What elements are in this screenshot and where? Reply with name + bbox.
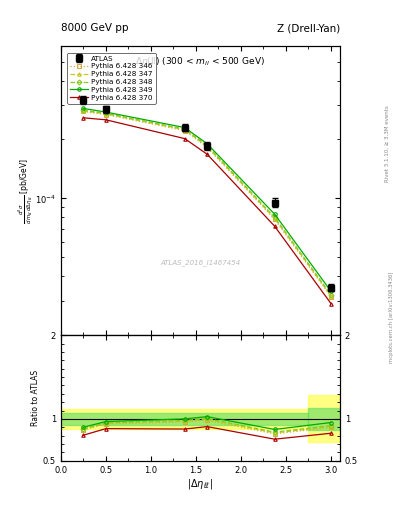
Text: 8000 GeV pp: 8000 GeV pp	[61, 23, 129, 33]
Text: Z (Drell-Yan): Z (Drell-Yan)	[277, 23, 340, 33]
Text: Rivet 3.1.10, ≥ 3.3M events: Rivet 3.1.10, ≥ 3.3M events	[385, 105, 389, 182]
Y-axis label: $\frac{d^2\sigma}{d\,m_{\ell\ell}\,d\Delta\eta_{\ell\ell}}$ [pb/GeV]: $\frac{d^2\sigma}{d\,m_{\ell\ell}\,d\Del…	[16, 158, 33, 224]
Legend: ATLAS, Pythia 6.428 346, Pythia 6.428 347, Pythia 6.428 348, Pythia 6.428 349, P: ATLAS, Pythia 6.428 346, Pythia 6.428 34…	[67, 53, 156, 104]
Text: ATLAS_2016_I1467454: ATLAS_2016_I1467454	[160, 260, 241, 266]
Text: $\Delta\eta$(ll) (300 < $m_{ll}$ < 500 GeV): $\Delta\eta$(ll) (300 < $m_{ll}$ < 500 G…	[136, 55, 265, 68]
Text: mcplots.cern.ch [arXiv:1306.3436]: mcplots.cern.ch [arXiv:1306.3436]	[389, 272, 393, 363]
X-axis label: $|\Delta\eta_{\ell\ell}|$: $|\Delta\eta_{\ell\ell}|$	[187, 477, 213, 492]
Y-axis label: Ratio to ATLAS: Ratio to ATLAS	[31, 370, 40, 426]
